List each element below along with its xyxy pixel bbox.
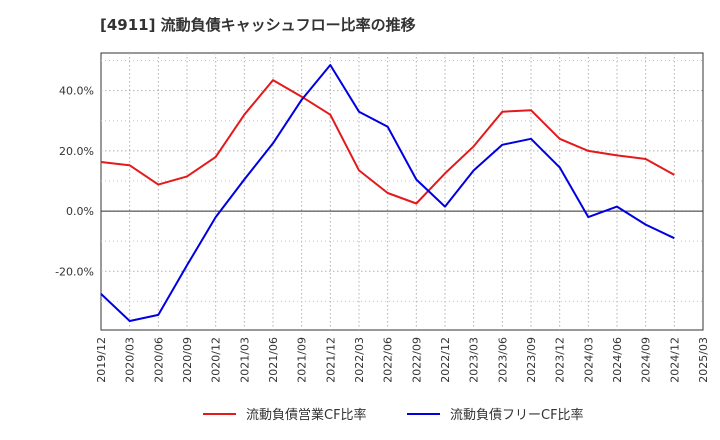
x-tick-label: 2020/09 bbox=[181, 337, 194, 383]
x-tick-label: 2021/06 bbox=[267, 337, 280, 383]
x-tick-label: 2025/03 bbox=[697, 337, 710, 383]
legend: 流動負債営業CF比率 流動負債フリーCF比率 bbox=[203, 407, 584, 423]
x-tick-label: 2021/09 bbox=[296, 337, 309, 383]
x-tick-label: 2020/12 bbox=[210, 337, 223, 383]
x-tick-label: 2021/03 bbox=[238, 337, 251, 383]
x-tick-label: 2021/12 bbox=[324, 337, 337, 383]
series-line-1 bbox=[100, 79, 675, 205]
series-line-2 bbox=[100, 64, 675, 322]
x-tick-label: 2023/09 bbox=[525, 337, 538, 383]
x-tick-label: 2023/12 bbox=[554, 337, 567, 383]
x-tick-label: 2020/03 bbox=[124, 337, 137, 383]
x-tick-label: 2020/06 bbox=[152, 337, 165, 383]
legend-label-2: 流動負債フリーCF比率 bbox=[450, 407, 584, 423]
x-tick-label: 2022/03 bbox=[353, 337, 366, 383]
y-tick-label: 40.0% bbox=[59, 85, 94, 98]
plot-area bbox=[100, 52, 704, 331]
x-tick-label: 2024/09 bbox=[640, 337, 653, 383]
y-axis-ticks: -20.0% 0.0% 20.0% 40.0% bbox=[55, 85, 94, 279]
series-layer bbox=[100, 64, 675, 322]
x-tick-label: 2022/06 bbox=[382, 337, 395, 383]
x-axis-ticks: 2019/12 2020/03 2020/06 2020/09 2020/12 2021/… bbox=[95, 337, 710, 383]
x-tick-label: 2023/06 bbox=[496, 337, 509, 383]
chart-title: [4911] 流動負債キャッシュフロー比率の推移 bbox=[100, 16, 416, 34]
x-tick-label: 2022/12 bbox=[439, 337, 452, 383]
y-tick-label: 0.0% bbox=[66, 205, 94, 218]
y-tick-label: 20.0% bbox=[59, 145, 94, 158]
y-tick-label: -20.0% bbox=[55, 265, 94, 278]
legend-label-1: 流動負債営業CF比率 bbox=[246, 407, 367, 423]
x-tick-label: 2024/06 bbox=[611, 337, 624, 383]
x-tick-label: 2022/09 bbox=[410, 337, 423, 383]
x-tick-label: 2023/03 bbox=[468, 337, 481, 383]
x-tick-label: 2024/12 bbox=[668, 337, 681, 383]
x-tick-label: 2019/12 bbox=[95, 337, 108, 383]
x-tick-label: 2024/03 bbox=[582, 337, 595, 383]
